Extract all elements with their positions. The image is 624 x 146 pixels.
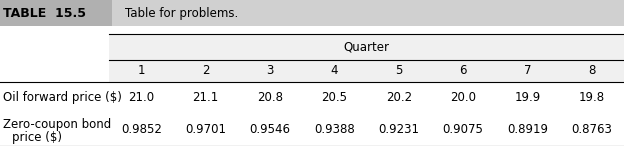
Text: 3: 3 (266, 64, 274, 77)
Text: 0.8763: 0.8763 (572, 123, 612, 137)
Text: Table for problems.: Table for problems. (125, 7, 238, 20)
Text: 19.9: 19.9 (514, 91, 540, 104)
Text: Oil forward price ($): Oil forward price ($) (3, 91, 122, 104)
Text: 6: 6 (459, 64, 467, 77)
Text: 20.8: 20.8 (257, 91, 283, 104)
Text: 21.0: 21.0 (129, 91, 154, 104)
Text: 0.9075: 0.9075 (442, 123, 484, 137)
Bar (0, 82, 624, 114)
Text: 20.5: 20.5 (321, 91, 348, 104)
Text: 4: 4 (331, 64, 338, 77)
Text: 20.2: 20.2 (386, 91, 412, 104)
Text: 20.0: 20.0 (450, 91, 476, 104)
Text: Quarter: Quarter (344, 40, 389, 53)
Text: 19.8: 19.8 (579, 91, 605, 104)
Text: 8: 8 (588, 64, 595, 77)
Text: 7: 7 (524, 64, 531, 77)
Text: 0.9231: 0.9231 (378, 123, 419, 137)
Text: 2: 2 (202, 64, 210, 77)
Text: 0.8919: 0.8919 (507, 123, 548, 137)
Text: Zero-coupon bond: Zero-coupon bond (3, 118, 111, 131)
Text: TABLE  15.5: TABLE 15.5 (3, 7, 86, 20)
Bar (109, 34, 624, 60)
Bar (109, 60, 624, 82)
Text: 0.9701: 0.9701 (185, 123, 227, 137)
Text: 21.1: 21.1 (193, 91, 219, 104)
Text: price ($): price ($) (12, 131, 62, 144)
Text: 0.9852: 0.9852 (121, 123, 162, 137)
Bar (0, 0, 624, 26)
Bar (0, 114, 624, 146)
Text: 5: 5 (395, 64, 402, 77)
Text: 0.9546: 0.9546 (250, 123, 291, 137)
Bar (0, 0, 112, 26)
Text: 0.9388: 0.9388 (314, 123, 355, 137)
Text: 1: 1 (138, 64, 145, 77)
